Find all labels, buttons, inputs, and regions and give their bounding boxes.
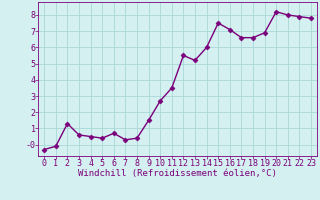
X-axis label: Windchill (Refroidissement éolien,°C): Windchill (Refroidissement éolien,°C) [78,169,277,178]
